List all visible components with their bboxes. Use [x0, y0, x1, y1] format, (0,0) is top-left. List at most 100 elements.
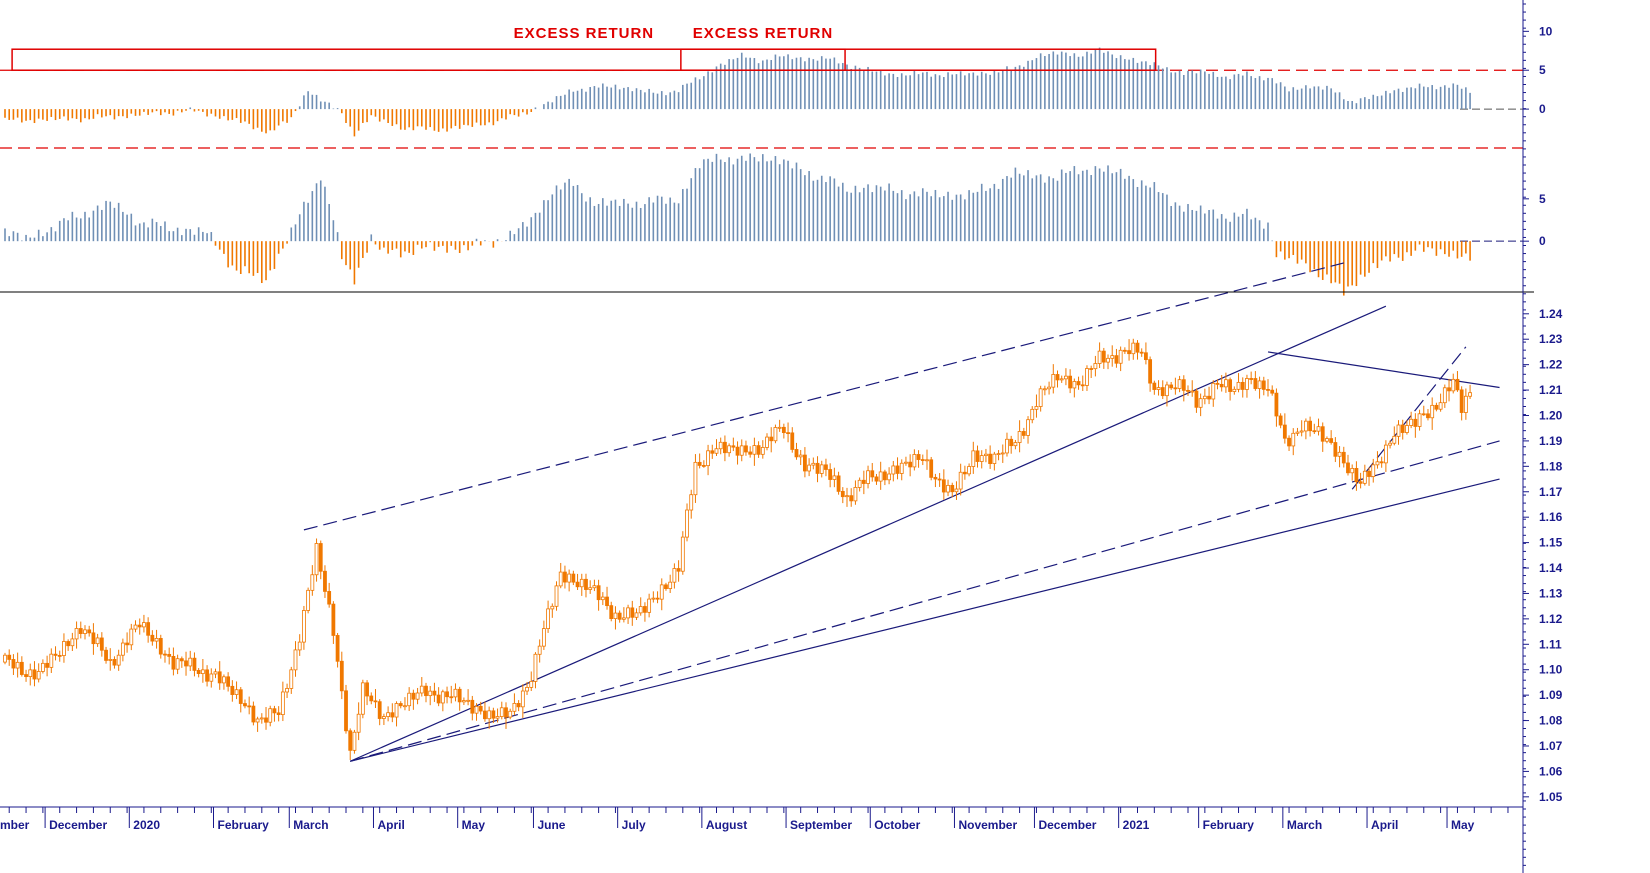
- candle-body: [638, 606, 643, 614]
- candle-body: [1051, 374, 1056, 388]
- candle-body: [790, 432, 795, 450]
- excess-return-box: [11, 48, 1157, 71]
- candle-body: [520, 690, 525, 708]
- candle-body: [28, 669, 33, 678]
- candle-body: [150, 634, 155, 642]
- candle-body: [1350, 468, 1355, 474]
- month-label: May: [1451, 818, 1475, 832]
- candle-body: [744, 445, 748, 453]
- candle-body: [226, 676, 231, 687]
- candle-body: [621, 617, 626, 620]
- candle-body: [912, 454, 917, 468]
- candle-body: [693, 461, 698, 496]
- candle-body: [558, 571, 563, 587]
- candle-body: [1135, 342, 1140, 353]
- month-label: July: [622, 818, 646, 832]
- candle-body: [1021, 431, 1026, 436]
- candle-body: [407, 692, 412, 707]
- y-tick-label: 1.07: [1539, 739, 1563, 753]
- candle-body: [1295, 431, 1300, 434]
- candle-body: [74, 628, 79, 640]
- candle-body: [1106, 357, 1110, 363]
- candle-body: [268, 708, 273, 723]
- month-label: June: [537, 818, 565, 832]
- y-tick-label: 5: [1539, 63, 1546, 77]
- candle-body: [499, 707, 504, 717]
- candle-body: [1346, 462, 1350, 474]
- candle-body: [1055, 374, 1060, 381]
- month-label: March: [293, 818, 328, 832]
- y-tick-label: 1.17: [1539, 485, 1563, 499]
- candle-body: [255, 718, 260, 723]
- candle-body: [1186, 389, 1190, 392]
- candle-body: [369, 695, 374, 702]
- candle-body: [1114, 355, 1119, 364]
- candle-body: [19, 661, 24, 675]
- candle-body: [832, 475, 837, 480]
- candle-body: [1371, 464, 1376, 477]
- candle-body: [125, 642, 129, 646]
- price-panel: [3, 262, 1500, 762]
- candle-body: [49, 653, 54, 668]
- y-tick-label: 1.13: [1539, 586, 1563, 600]
- candle-body: [24, 674, 28, 678]
- candle-body: [765, 436, 769, 448]
- candle-body: [710, 450, 715, 454]
- candle-body: [504, 707, 508, 718]
- candle-body: [1173, 387, 1178, 390]
- candle-body: [811, 462, 816, 466]
- y-tick-label: 1.18: [1539, 459, 1563, 473]
- candle-body: [318, 543, 323, 572]
- candle-body: [403, 705, 407, 708]
- candle-body: [428, 690, 433, 697]
- candle-body: [53, 653, 58, 656]
- candle-body: [1068, 375, 1073, 389]
- candle-body: [154, 638, 159, 642]
- candle-body: [394, 703, 399, 718]
- candle-body: [478, 705, 483, 712]
- candle-body: [1257, 380, 1262, 389]
- candle-body: [419, 685, 424, 694]
- candle-body: [1085, 368, 1089, 386]
- candle-body: [685, 509, 689, 538]
- candle-body: [1266, 389, 1270, 391]
- y-tick-label: 1.21: [1539, 383, 1563, 397]
- candle-body: [1165, 384, 1169, 397]
- candle-body: [916, 454, 921, 460]
- candle-body: [1392, 435, 1397, 444]
- candle-body: [306, 589, 311, 611]
- candle-body: [891, 465, 896, 475]
- candle-body: [1358, 481, 1363, 484]
- candle-body: [643, 606, 647, 613]
- candle-body: [348, 730, 353, 751]
- trendline: [303, 262, 1344, 531]
- candle-body: [297, 641, 302, 651]
- month-label: 2021: [1123, 818, 1150, 832]
- candle-body: [1064, 375, 1068, 380]
- candle-body: [491, 710, 496, 719]
- candle-body: [655, 597, 660, 600]
- candle-body: [769, 436, 774, 442]
- candle-body: [264, 717, 268, 723]
- candle-body: [546, 608, 550, 629]
- candle-body: [457, 688, 462, 703]
- candle-body: [108, 659, 113, 661]
- candle-body: [1459, 389, 1464, 413]
- candle-body: [647, 598, 652, 613]
- candle-body: [1379, 461, 1384, 464]
- candle-body: [992, 453, 997, 464]
- candle-body: [1299, 430, 1304, 433]
- candle-body: [373, 700, 378, 703]
- candle-body: [495, 716, 500, 719]
- candle-body: [1282, 424, 1287, 439]
- candle-body: [878, 471, 883, 482]
- candle-body: [70, 638, 75, 647]
- candle-body: [849, 495, 854, 502]
- candle-body: [1080, 384, 1085, 387]
- candle-body: [167, 653, 172, 657]
- candle-body: [752, 445, 757, 455]
- candle-body: [1362, 470, 1367, 484]
- y-tick-label: 5: [1539, 192, 1546, 206]
- candle-body: [1127, 350, 1131, 355]
- candle-body: [196, 669, 201, 674]
